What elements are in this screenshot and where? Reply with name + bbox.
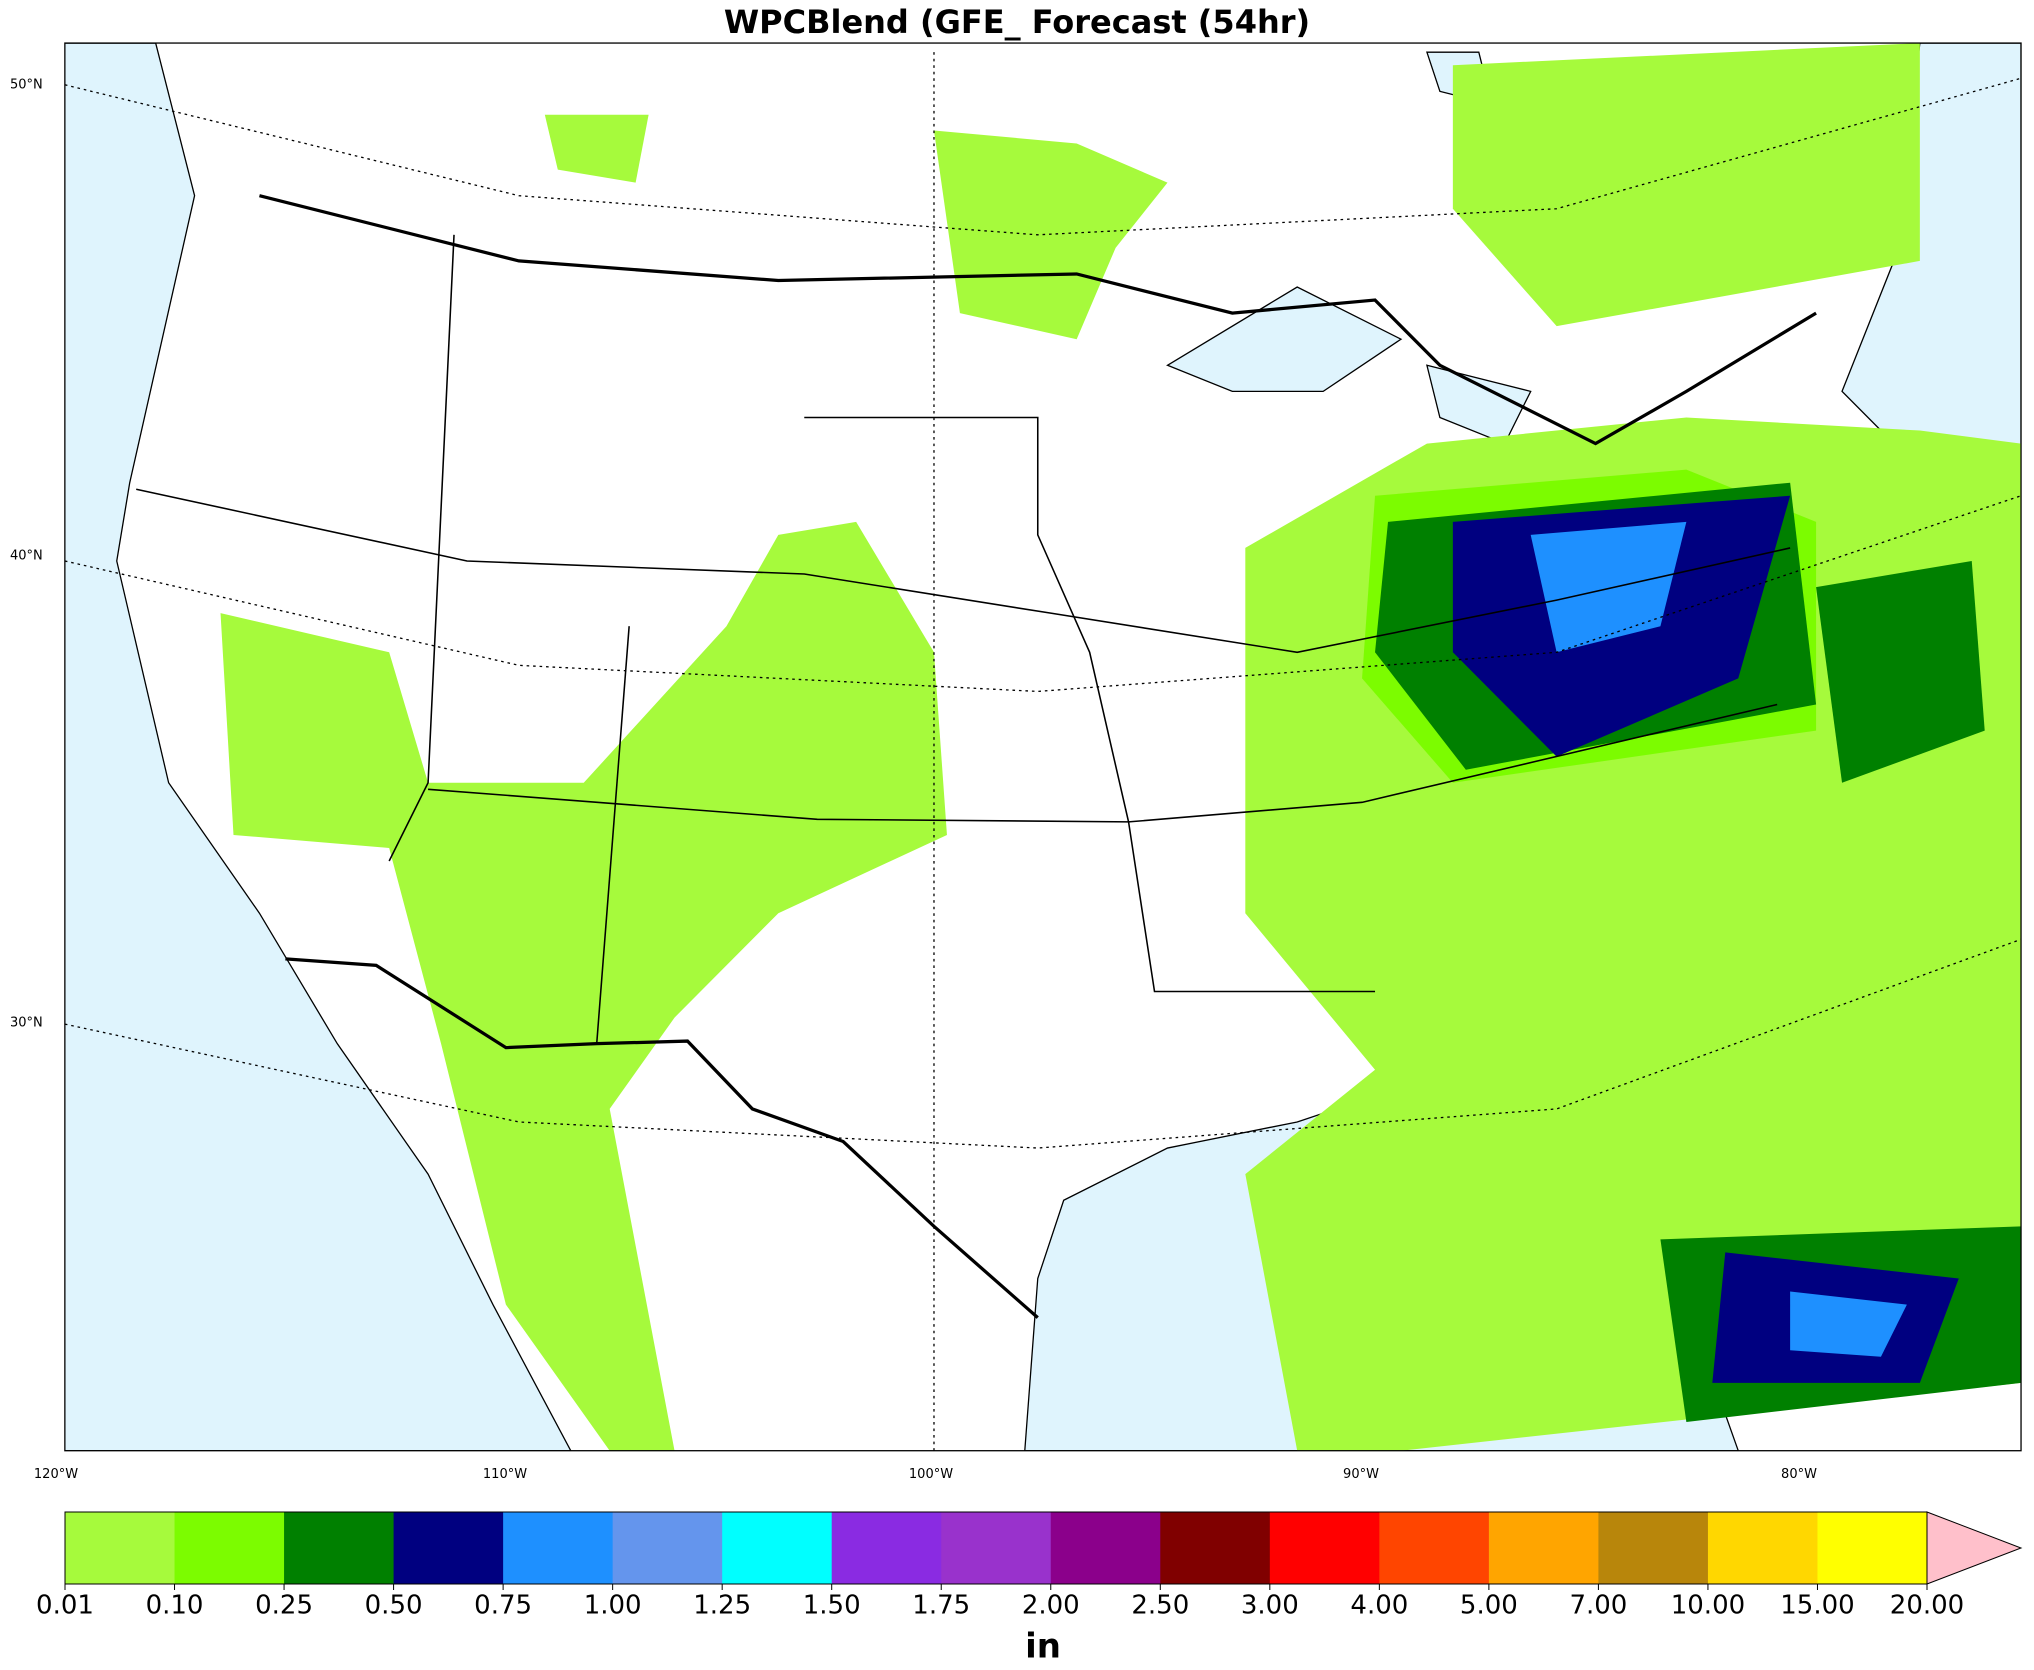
- colorbar-tick-label: 5.00: [1460, 1591, 1518, 1621]
- precip: [1816, 560, 1985, 783]
- lat-label: 50°N: [10, 78, 43, 93]
- colorbar-segment: [1160, 1512, 1271, 1584]
- colorbar-segment: [831, 1512, 942, 1584]
- lat-label: 30°N: [10, 1016, 43, 1031]
- colorbar-tick-label: 1.50: [803, 1591, 861, 1621]
- lon-label: 120°W: [34, 1467, 78, 1482]
- colorbar-tick-label: 1.75: [912, 1591, 970, 1621]
- lon-label: 90°W: [1343, 1467, 1379, 1482]
- colorbar-tick-label: 1.00: [584, 1591, 642, 1621]
- border: [285, 957, 1039, 1319]
- colorbar-segment: [722, 1512, 833, 1584]
- lat-labels: 50°N 40°N 30°N: [10, 78, 43, 1031]
- colorbar-segment: [1817, 1512, 1928, 1584]
- precip: [544, 114, 649, 183]
- colorbar-segment: [1598, 1512, 1709, 1584]
- state-line: [595, 626, 630, 1044]
- colorbar-tick-label: 0.75: [474, 1591, 532, 1621]
- colorbar-tick-label: 0.50: [365, 1591, 423, 1621]
- colorbar-segment: [1269, 1512, 1380, 1584]
- state-line: [136, 488, 1791, 654]
- colorbar-label: in: [1025, 1627, 1061, 1667]
- colorbar-tick-label: 2.50: [1131, 1591, 1189, 1621]
- map: [64, 42, 2022, 1452]
- lake: [1166, 286, 1403, 393]
- pacific: [64, 43, 572, 1451]
- precip: [220, 521, 947, 1451]
- colorbar-extend: [1926, 1511, 2023, 1585]
- colorbar-frame: [64, 1511, 1928, 1585]
- colorbar-tick-label: 0.01: [36, 1591, 94, 1621]
- colorbar-segment: [1488, 1512, 1599, 1584]
- colorbar-segment: [65, 1512, 176, 1584]
- colorbar-segment: [503, 1512, 614, 1584]
- colorbar-segment: [1050, 1512, 1161, 1584]
- state-line: [388, 234, 455, 862]
- lon-label: 80°W: [1781, 1467, 1817, 1482]
- colorbar-segment: [1707, 1512, 1818, 1584]
- colorbar-tick-label: 10.00: [1671, 1591, 1745, 1621]
- lon-label: 110°W: [483, 1467, 527, 1482]
- map-frame: [64, 42, 2022, 1452]
- colorbar-tick-label: 15.00: [1780, 1591, 1854, 1621]
- map-title: WPCBlend (GFE_ Forecast (54hr): [724, 3, 1310, 41]
- colorbar-tick-label: 0.10: [146, 1591, 204, 1621]
- lon-label: 100°W: [909, 1467, 953, 1482]
- lat-label: 40°N: [10, 549, 43, 564]
- colorbar-segment: [612, 1512, 723, 1584]
- colorbar-segment: [393, 1512, 504, 1584]
- parallel: [64, 77, 2022, 236]
- colorbar-tick-label: 0.25: [255, 1591, 313, 1621]
- colorbar-tick-label: 4.00: [1350, 1591, 1408, 1621]
- precip: [1452, 43, 1920, 327]
- colorbar-tick-label: 2.00: [1022, 1591, 1080, 1621]
- colorbar-segment: [1379, 1512, 1490, 1584]
- colorbar-segment: [941, 1512, 1052, 1584]
- colorbar-tick-label: 20.00: [1890, 1591, 1964, 1621]
- border: [259, 194, 1817, 446]
- precip: [1530, 521, 1687, 653]
- colorbar-segment: [284, 1512, 395, 1584]
- lon-labels: 120°W 110°W 100°W 90°W 80°W: [34, 1467, 1817, 1482]
- parallel: [64, 495, 2022, 693]
- colorbar-tick-label: 1.25: [693, 1591, 751, 1621]
- precip: [1790, 1291, 1907, 1357]
- state-line: [804, 416, 1376, 993]
- colorbar-segment: [174, 1512, 285, 1584]
- parallel: [64, 938, 2022, 1149]
- colorbar-tick-label: 7.00: [1569, 1591, 1627, 1621]
- colorbar-tick-label: 3.00: [1241, 1591, 1299, 1621]
